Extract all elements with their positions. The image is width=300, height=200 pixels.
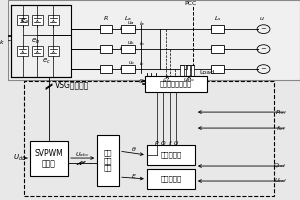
Text: ~: ~ bbox=[261, 66, 266, 72]
Text: SVPWM
调制器: SVPWM 调制器 bbox=[34, 149, 63, 168]
Text: $U$: $U$ bbox=[173, 139, 179, 147]
Bar bbox=[100, 25, 112, 33]
Bar bbox=[24, 81, 274, 196]
Bar bbox=[121, 65, 135, 73]
Bar bbox=[211, 65, 224, 73]
Bar bbox=[97, 135, 119, 186]
Text: $i_{abc}$: $i_{abc}$ bbox=[162, 76, 173, 85]
Text: $u_c$: $u_c$ bbox=[128, 59, 135, 67]
Bar bbox=[48, 15, 58, 25]
Bar bbox=[8, 0, 300, 80]
Text: $u_{abc}$: $u_{abc}$ bbox=[183, 76, 196, 84]
Text: $i_a$: $i_a$ bbox=[139, 19, 146, 28]
Text: $C$: $C$ bbox=[138, 77, 144, 85]
Text: 励磁控制器: 励磁控制器 bbox=[160, 176, 182, 182]
Bar bbox=[100, 65, 112, 73]
Text: $i_b$: $i_b$ bbox=[139, 39, 146, 48]
Text: $Q$: $Q$ bbox=[160, 139, 166, 147]
Bar bbox=[11, 5, 71, 77]
Text: $k$: $k$ bbox=[0, 38, 5, 46]
Text: $u_b$: $u_b$ bbox=[127, 39, 135, 47]
Bar bbox=[145, 76, 207, 92]
Text: $L_a$: $L_a$ bbox=[124, 14, 132, 23]
Text: 定子
电压
方程: 定子 电压 方程 bbox=[104, 150, 112, 171]
Text: $e_a$: $e_a$ bbox=[20, 17, 29, 26]
Text: $U_{abc}$: $U_{abc}$ bbox=[75, 151, 90, 159]
Bar bbox=[211, 45, 224, 53]
Text: $U_{ref}$: $U_{ref}$ bbox=[274, 177, 287, 185]
Text: $P_{ref}$: $P_{ref}$ bbox=[274, 108, 287, 117]
Text: $U_{dc}$: $U_{dc}$ bbox=[13, 153, 26, 163]
Text: PCC: PCC bbox=[184, 1, 197, 6]
Text: $R$: $R$ bbox=[103, 14, 109, 22]
Bar bbox=[48, 46, 58, 56]
Text: $i_c$: $i_c$ bbox=[140, 59, 146, 68]
Bar bbox=[30, 141, 68, 176]
Bar bbox=[17, 15, 28, 25]
Bar bbox=[32, 15, 43, 25]
Bar bbox=[180, 65, 184, 76]
Bar bbox=[32, 46, 43, 56]
Text: Load: Load bbox=[199, 70, 214, 75]
Bar bbox=[147, 145, 195, 165]
Bar bbox=[147, 169, 195, 189]
Text: $e_b$: $e_b$ bbox=[31, 37, 40, 46]
Bar bbox=[17, 46, 28, 56]
Text: $u$: $u$ bbox=[259, 15, 265, 22]
Text: $L_s$: $L_s$ bbox=[214, 14, 221, 23]
Text: $\theta$: $\theta$ bbox=[131, 145, 137, 153]
Bar bbox=[190, 65, 194, 76]
Bar bbox=[121, 25, 135, 33]
Text: ~: ~ bbox=[261, 46, 266, 52]
Text: $e_c$: $e_c$ bbox=[42, 57, 51, 66]
Text: VSG控制系统: VSG控制系统 bbox=[55, 81, 89, 90]
Bar bbox=[100, 45, 112, 53]
Text: 功频控制器: 功频控制器 bbox=[160, 152, 182, 158]
Text: $u_a$: $u_a$ bbox=[128, 19, 135, 27]
Text: $P$: $P$ bbox=[154, 139, 160, 147]
Bar bbox=[121, 45, 135, 53]
Text: $Q_{ref}$: $Q_{ref}$ bbox=[273, 162, 287, 170]
Text: 电压电流采集处理: 电压电流采集处理 bbox=[160, 81, 192, 87]
Bar bbox=[211, 25, 224, 33]
Bar bbox=[186, 65, 190, 76]
Text: $E$: $E$ bbox=[131, 172, 137, 180]
Text: ~: ~ bbox=[261, 26, 266, 32]
Text: $f_{ref}$: $f_{ref}$ bbox=[276, 124, 287, 133]
Text: $f$: $f$ bbox=[168, 139, 172, 147]
